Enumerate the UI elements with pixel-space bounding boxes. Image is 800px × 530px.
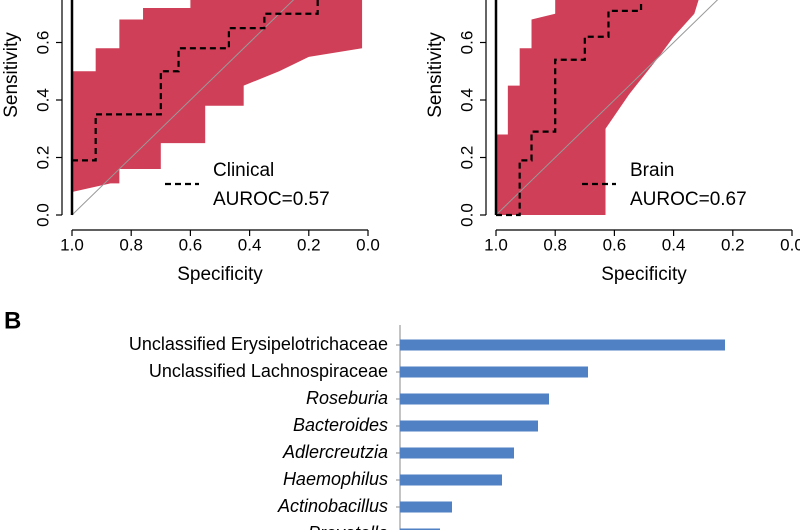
bar <box>400 447 514 459</box>
bar <box>400 528 440 530</box>
annotation: AUROC=0.57 <box>213 189 330 210</box>
panel-label: B <box>4 307 21 334</box>
legend-label: Clinical <box>213 160 274 181</box>
bar <box>400 393 549 405</box>
x-axis-label: Specificity <box>601 264 687 285</box>
reference-line <box>71 0 295 216</box>
category-label: Unclassified Lachnospiraceae <box>149 361 388 381</box>
roc-plot: Brain AUROC=0.67 1.0 0.8 0.6 0.4 0.2 0.0 0.0 0.2 0… <box>425 0 800 285</box>
category-label: Haemophilus <box>283 469 388 489</box>
roc-curve <box>496 0 643 217</box>
x-tick-label: 0.8 <box>119 235 143 254</box>
y-tick-label: 0.6 <box>33 31 52 55</box>
bar-chart: Unclassified Erysipelotrichaceae Unclassi… <box>129 325 725 530</box>
category-label: Roseburia <box>306 388 388 408</box>
reference-line <box>495 0 719 216</box>
x-tick-label: 0.0 <box>780 235 800 254</box>
bar <box>400 339 725 351</box>
x-tick-label: 0.4 <box>662 235 686 254</box>
y-tick-label: 0.2 <box>33 146 52 170</box>
roc-plot: Clinical AUROC=0.57 1.0 0.8 0.6 0.4 0.2 0.0 0.0 0… <box>1 0 380 285</box>
x-tick-label: 0.4 <box>238 235 262 254</box>
x-tick-label: 0.6 <box>603 235 627 254</box>
x-tick-label: 0.6 <box>179 235 203 254</box>
y-axis-label: Sensitivity <box>425 32 446 118</box>
category-label: Bacteroides <box>293 415 388 435</box>
y-tick-label: 0.2 <box>457 146 476 170</box>
annotation: AUROC=0.67 <box>630 189 747 210</box>
x-tick-label: 0.8 <box>543 235 567 254</box>
y-tick-label: 0.4 <box>33 88 52 112</box>
bar <box>400 366 588 378</box>
x-axis-label: Specificity <box>177 264 263 285</box>
y-tick-label: 0.0 <box>33 203 52 227</box>
y-tick-label: 0.4 <box>457 88 476 112</box>
y-tick-label: 0.0 <box>457 203 476 227</box>
y-axis-label: Sensitivity <box>1 32 22 118</box>
x-tick-label: 0.2 <box>297 235 321 254</box>
category-label: Adlercreutzia <box>282 442 388 462</box>
bar <box>400 420 538 432</box>
x-tick-label: 1.0 <box>484 235 508 254</box>
x-tick-label: 0.2 <box>721 235 745 254</box>
legend-label: Brain <box>630 160 674 181</box>
bar <box>400 501 452 513</box>
category-label: Actinobacillus <box>277 496 388 516</box>
ci-band <box>496 0 699 215</box>
bar <box>400 474 502 486</box>
category-label: Unclassified Erysipelotrichaceae <box>129 334 388 354</box>
category-label: Prevotella <box>308 523 388 530</box>
x-tick-label: 1.0 <box>60 235 84 254</box>
y-tick-label: 0.6 <box>457 31 476 55</box>
x-tick-label: 0.0 <box>356 235 380 254</box>
